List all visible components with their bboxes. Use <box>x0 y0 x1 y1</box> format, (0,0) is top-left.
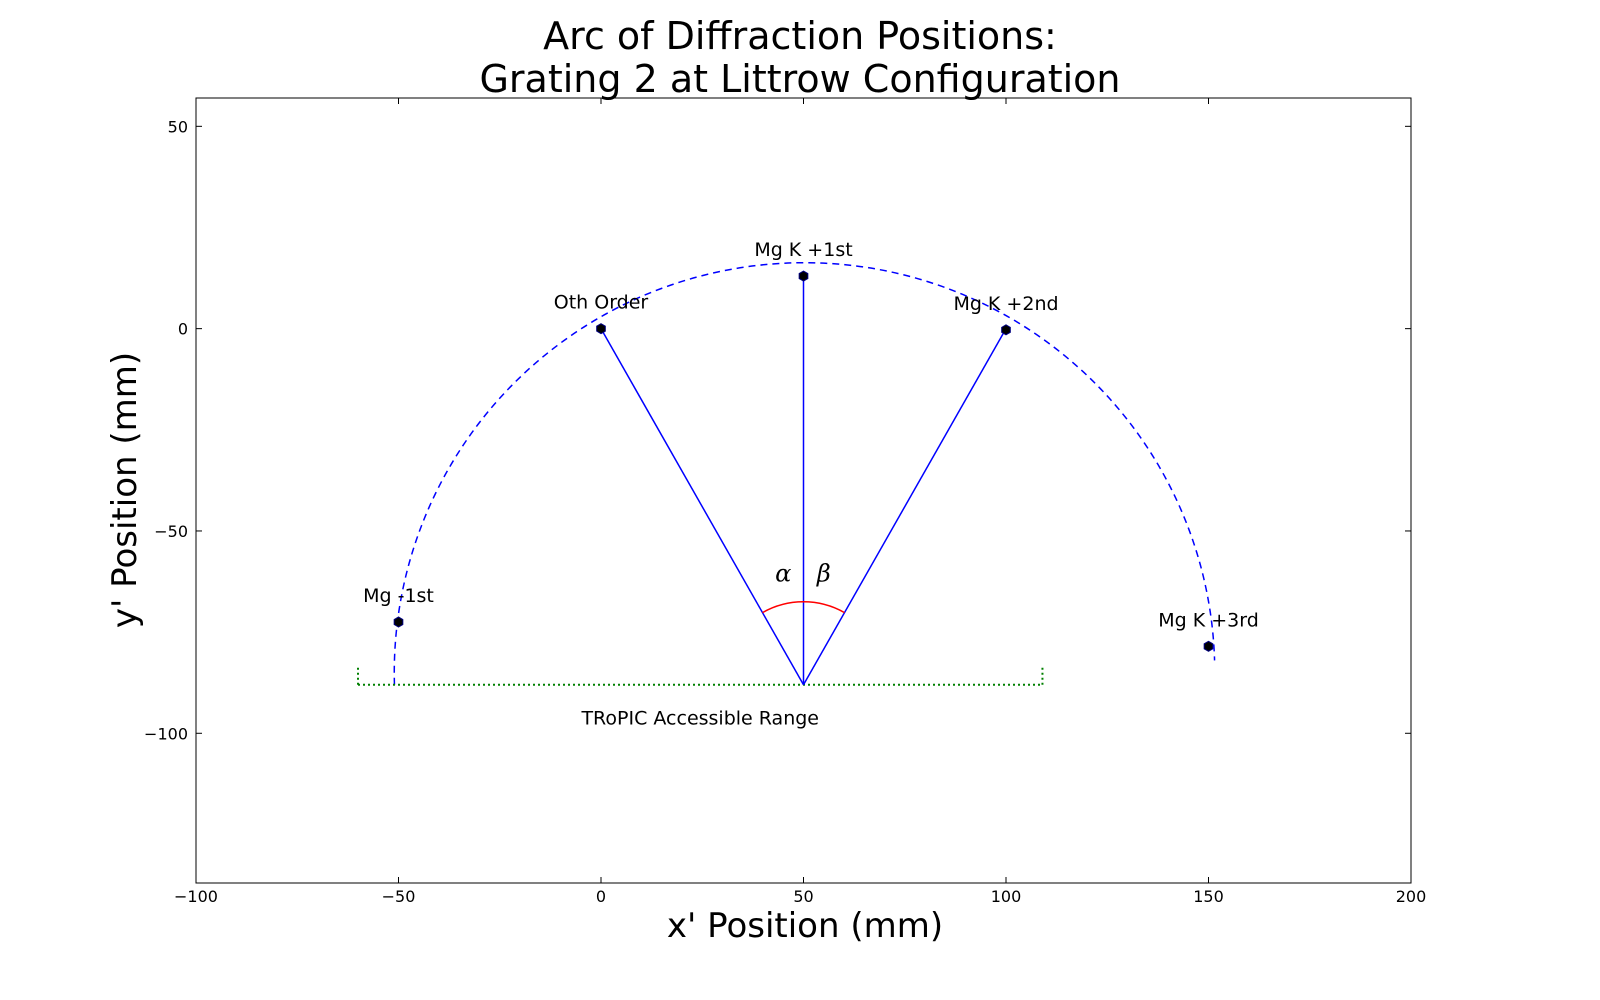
x-tick-label-5: 150 <box>1193 887 1224 906</box>
y-axis-label: y' Position (mm) <box>105 352 145 628</box>
point-label-3: Mg K +2nd <box>953 293 1058 315</box>
y-tick-label-2: −50 <box>154 522 188 541</box>
ray-line-2 <box>802 328 1007 686</box>
angle-arc <box>762 601 845 614</box>
point-label-0: Mg -1st <box>363 585 434 607</box>
x-axis-label: x' Position (mm) <box>667 906 943 946</box>
x-tick-label-1: −50 <box>382 887 416 906</box>
ray-line-0 <box>600 328 805 686</box>
data-point-4 <box>1203 640 1214 652</box>
chart-title-line-2: Grating 2 at Littrow Configuration <box>479 57 1121 101</box>
point-label-4: Mg K +3rd <box>1158 609 1259 631</box>
alpha-label: α <box>775 560 791 588</box>
diffraction-arc <box>393 261 1216 685</box>
chart-title-line-1: Arc of Diffraction Positions: <box>543 14 1057 58</box>
data-point-1 <box>596 323 606 335</box>
data-point-3 <box>1001 324 1011 336</box>
x-tick-label-4: 100 <box>991 887 1022 906</box>
x-tick-label-2: 0 <box>596 887 606 906</box>
accessible-range-label: TRoPIC Accessible Range <box>580 708 819 730</box>
y-tick-label-1: 0 <box>178 320 188 339</box>
point-label-1: Oth Order <box>554 292 649 314</box>
x-tick-label-6: 200 <box>1396 887 1427 906</box>
y-tick-label-0: 50 <box>168 117 188 136</box>
data-point-0 <box>393 616 404 628</box>
y-tick-label-3: −100 <box>144 724 188 743</box>
beta-label: β <box>816 560 831 588</box>
x-tick-label-0: −100 <box>174 887 218 906</box>
point-label-2: Mg K +1st <box>754 239 852 261</box>
data-point-2 <box>798 270 809 282</box>
x-tick-label-3: 50 <box>793 887 813 906</box>
